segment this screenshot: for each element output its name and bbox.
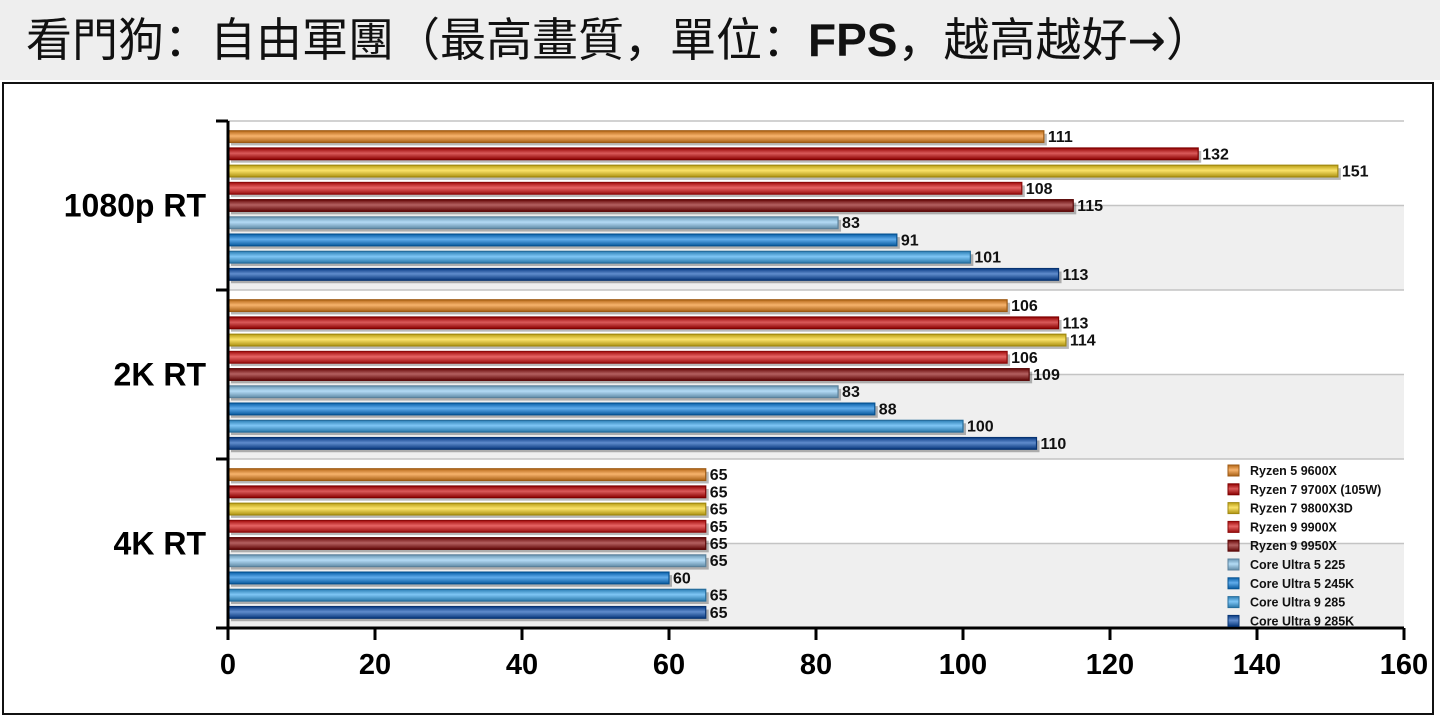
legend-label: Core Ultra 5 225 [1250, 558, 1345, 572]
chart-title-main: 看門狗：自由軍團（最高畫質，單位： [26, 13, 808, 67]
data-label: 91 [901, 232, 919, 249]
bar [227, 502, 707, 516]
data-label: 106 [1011, 350, 1038, 367]
legend-label: Core Ultra 9 285 [1250, 596, 1345, 610]
bar [227, 250, 971, 264]
data-label: 83 [842, 384, 860, 401]
legend-label: Core Ultra 9 285K [1250, 614, 1354, 628]
data-label: 113 [1063, 267, 1089, 284]
bar [227, 299, 1008, 313]
legend-label: Ryzen 5 9600X [1250, 464, 1338, 478]
x-tick-label: 40 [506, 649, 538, 681]
data-label: 65 [710, 536, 728, 553]
x-tick-label: 80 [800, 649, 832, 681]
data-label: 83 [842, 215, 860, 232]
title-bar: 看門狗：自由軍團（最高畫質，單位：FPS，越高越好→） [0, 0, 1440, 80]
category-label: 2K RT [114, 357, 207, 393]
bar [227, 181, 1023, 195]
legend-label: Core Ultra 5 245K [1250, 577, 1354, 591]
legend-swatch [1227, 558, 1240, 571]
data-label: 101 [974, 250, 1001, 267]
data-label: 113 [1063, 315, 1089, 332]
legend-swatch [1227, 596, 1240, 609]
x-tick-label: 120 [1086, 649, 1134, 681]
bar [227, 233, 898, 247]
data-label: 106 [1011, 298, 1038, 315]
bar [227, 468, 707, 482]
bar [227, 419, 964, 433]
bar [227, 130, 1045, 144]
chart-title-unit: FPS [808, 14, 898, 66]
legend-label: Ryzen 9 9950X [1250, 539, 1338, 553]
bar [227, 554, 707, 568]
legend-swatch [1227, 483, 1240, 496]
bar [227, 147, 1199, 161]
bar [227, 436, 1038, 450]
bar [227, 385, 839, 399]
legend-swatch [1227, 614, 1240, 627]
data-label: 65 [710, 519, 728, 536]
chart-title: 看門狗：自由軍團（最高畫質，單位：FPS，越高越好→） [26, 10, 1212, 70]
data-label: 100 [967, 419, 994, 436]
data-label: 110 [1041, 436, 1067, 453]
category-label: 4K RT [114, 526, 207, 562]
bar [227, 199, 1074, 212]
data-label: 65 [710, 588, 728, 605]
data-label: 111 [1048, 129, 1073, 146]
legend-swatch [1227, 464, 1240, 477]
legend-label: Ryzen 9 9900X [1250, 520, 1338, 534]
legend-swatch [1227, 577, 1240, 590]
bar [227, 368, 1030, 381]
data-label: 65 [710, 605, 728, 622]
legend-label: Ryzen 7 9700X (105W) [1250, 483, 1381, 497]
bar [227, 164, 1339, 178]
bar [227, 333, 1067, 347]
legend-swatch [1227, 502, 1240, 515]
bar [227, 588, 707, 602]
legend-swatch [1227, 520, 1240, 533]
x-tick-label: 0 [220, 649, 236, 681]
x-tick-label: 160 [1380, 649, 1428, 681]
data-label: 108 [1026, 181, 1053, 198]
data-label: 115 [1077, 198, 1103, 215]
data-label: 60 [673, 570, 691, 587]
bar [227, 316, 1060, 330]
category-label: 1080p RT [64, 188, 207, 224]
bar [227, 267, 1060, 281]
bar [227, 571, 670, 585]
data-label: 65 [710, 484, 728, 501]
data-label: 132 [1202, 146, 1229, 163]
data-label: 114 [1070, 333, 1096, 350]
bar [227, 216, 839, 230]
chart-title-tail: ，越高越好→） [897, 13, 1213, 67]
legend-label: Ryzen 7 9800X3D [1250, 502, 1353, 516]
x-tick-label: 100 [939, 649, 987, 681]
bar [227, 402, 876, 416]
bar [227, 537, 707, 550]
bar [227, 605, 707, 619]
x-tick-label: 20 [359, 649, 391, 681]
data-label: 88 [879, 401, 897, 418]
x-tick-label: 140 [1233, 649, 1281, 681]
bar [227, 350, 1008, 364]
legend-swatch [1227, 539, 1240, 552]
x-tick-label: 60 [653, 649, 685, 681]
data-label: 65 [710, 502, 728, 519]
data-label: 65 [710, 553, 728, 570]
bar [227, 485, 707, 499]
data-label: 109 [1033, 367, 1060, 384]
bar [227, 519, 707, 533]
data-label: 151 [1342, 164, 1369, 181]
data-label: 65 [710, 467, 728, 484]
